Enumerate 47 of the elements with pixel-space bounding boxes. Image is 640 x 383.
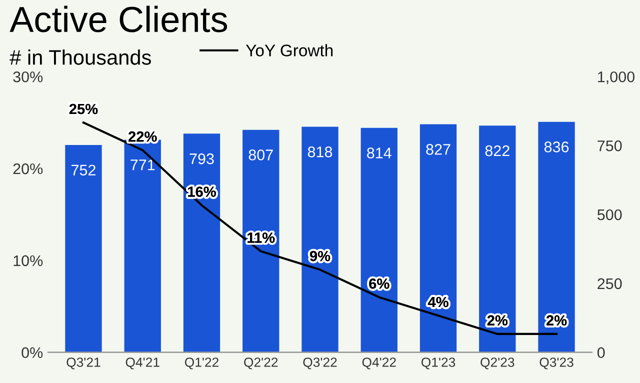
bar bbox=[360, 128, 398, 352]
bar bbox=[420, 124, 457, 352]
bar bbox=[538, 122, 575, 352]
bar bbox=[302, 126, 338, 352]
y2-tick-label: 500 bbox=[597, 209, 622, 220]
data-label: 6% bbox=[369, 278, 390, 289]
legend-label: YoY Growth bbox=[246, 44, 333, 56]
data-label: 836 bbox=[544, 142, 569, 152]
x-tick-label: Q3'23 bbox=[540, 358, 574, 370]
bar bbox=[242, 130, 280, 352]
x-tick-label: Q2'23 bbox=[480, 358, 514, 370]
x-tick-label: Q4'21 bbox=[126, 358, 160, 370]
y2-tick-label: 0 bbox=[597, 347, 605, 358]
data-label: 4% bbox=[428, 296, 448, 308]
y2-tick-label: 1,000 bbox=[598, 71, 634, 84]
data-label: 822 bbox=[485, 145, 510, 156]
data-label: 22% bbox=[128, 131, 157, 142]
y2-tick-label: 750 bbox=[598, 140, 622, 152]
chart-title: Active Clients bbox=[10, 6, 228, 32]
data-label: 793 bbox=[190, 153, 214, 164]
data-label: 11% bbox=[248, 232, 275, 243]
y-tick-label: 0% bbox=[22, 347, 43, 358]
y-tick-label: 20% bbox=[13, 163, 43, 174]
x-tick-label: Q4'22 bbox=[362, 358, 396, 370]
bar bbox=[479, 126, 516, 352]
x-tick-label: Q3'22 bbox=[303, 358, 337, 370]
y2-tick-label: 250 bbox=[598, 278, 622, 290]
data-label: 16% bbox=[188, 186, 216, 197]
x-tick-label: Q3'21 bbox=[66, 358, 100, 370]
data-label: 752 bbox=[72, 164, 96, 176]
y-tick-label: 10% bbox=[14, 255, 43, 266]
x-tick-label: Q2'22 bbox=[244, 358, 278, 370]
data-label: 25% bbox=[69, 104, 98, 114]
bar bbox=[65, 144, 102, 352]
data-label: 818 bbox=[308, 146, 332, 158]
data-label: 807 bbox=[248, 150, 273, 160]
y-tick-label: 30% bbox=[13, 71, 43, 82]
data-label: 2% bbox=[546, 315, 567, 326]
chart-subtitle: # in Thousands bbox=[10, 50, 151, 65]
bar bbox=[183, 134, 220, 352]
data-label: 814 bbox=[367, 148, 392, 158]
data-label: 9% bbox=[310, 250, 330, 262]
x-tick-label: Q1'22 bbox=[184, 358, 218, 370]
data-label: 2% bbox=[487, 315, 508, 326]
data-label: 827 bbox=[426, 144, 450, 155]
x-tick-label: Q1'23 bbox=[421, 358, 456, 370]
data-label: 771 bbox=[130, 160, 155, 170]
